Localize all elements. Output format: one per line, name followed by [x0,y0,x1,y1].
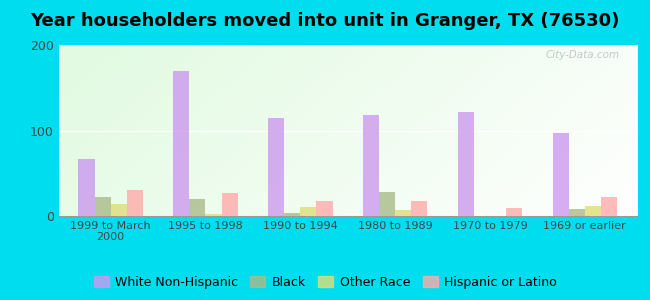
Bar [300,208,317,216]
Bar [127,190,143,216]
Bar [174,70,189,216]
Bar [395,210,411,216]
Bar [317,201,333,216]
Bar [205,214,222,216]
Bar [411,201,428,216]
Bar [458,112,474,216]
Bar [94,197,111,216]
Bar [585,206,601,216]
Bar [284,213,300,216]
Bar [552,133,569,216]
Bar [379,192,395,216]
Legend: White Non-Hispanic, Black, Other Race, Hispanic or Latino: White Non-Hispanic, Black, Other Race, H… [88,271,562,294]
Bar [79,159,94,216]
Bar [189,199,205,216]
Bar [506,208,522,216]
Text: Year householders moved into unit in Granger, TX (76530): Year householders moved into unit in Gra… [31,12,619,30]
Bar [268,118,284,216]
Bar [363,115,379,216]
Bar [222,193,238,216]
Bar [601,197,617,216]
Text: City-Data.com: City-Data.com [545,50,619,60]
Bar [569,209,585,216]
Bar [111,204,127,216]
